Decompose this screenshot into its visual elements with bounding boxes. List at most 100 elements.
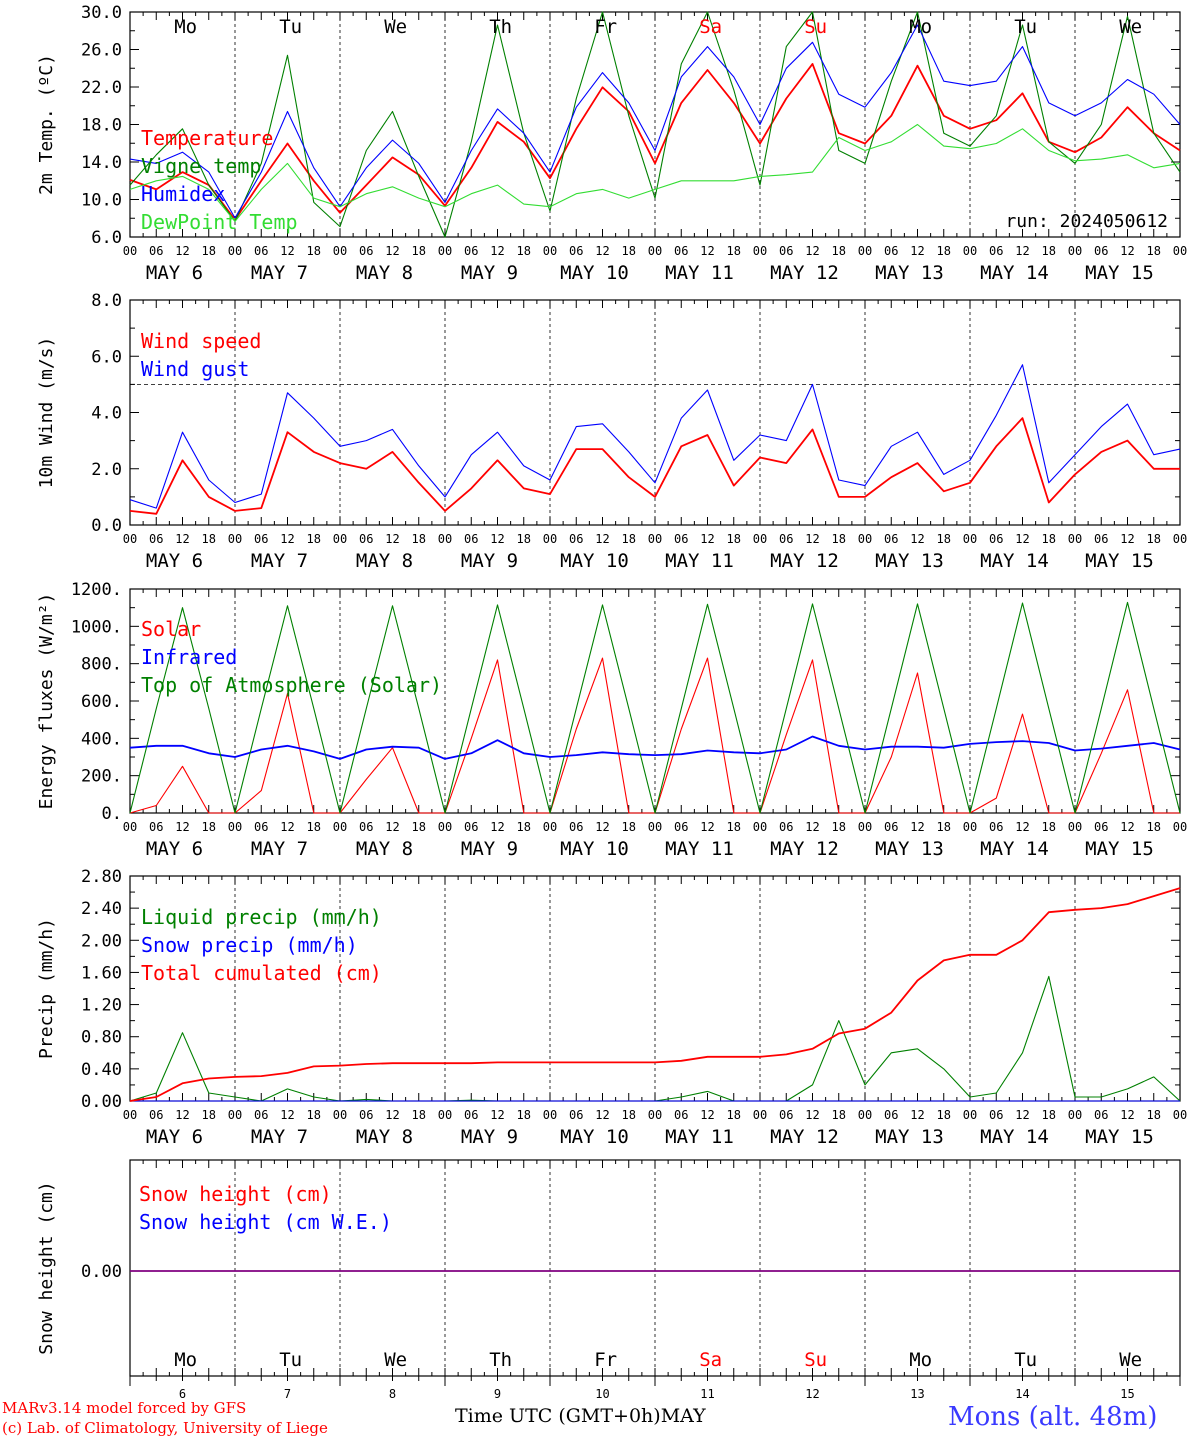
hour-tick-label: 06 <box>569 532 583 546</box>
hour-tick-label: 06 <box>149 244 163 258</box>
y-tick-label: 18.0 <box>81 116 122 136</box>
date-label: MAY 7 <box>251 262 308 284</box>
hour-tick-label: 12 <box>700 244 714 258</box>
hour-tick-label: 18 <box>412 1108 426 1122</box>
y-tick-label: 1000. <box>71 617 122 637</box>
date-label: MAY 7 <box>251 550 308 572</box>
hour-tick-label: 18 <box>1042 532 1056 546</box>
legend-entry: Temperature <box>141 126 273 150</box>
date-label: MAY 13 <box>875 262 944 284</box>
hour-tick-label: 18 <box>307 244 321 258</box>
hour-tick-label: 06 <box>359 532 373 546</box>
hour-tick-label: 12 <box>280 820 294 834</box>
hour-tick-label: 06 <box>674 1108 688 1122</box>
y-tick-label: 8.0 <box>91 291 122 311</box>
y-tick-label: 2.40 <box>81 899 122 919</box>
hour-tick-label: 00 <box>963 244 977 258</box>
hour-tick-label: 18 <box>202 820 216 834</box>
legend-entry: Top of Atmosphere (Solar) <box>141 673 442 697</box>
hour-tick-label: 18 <box>1147 1108 1161 1122</box>
x-axis-month: MAY <box>660 1405 706 1427</box>
hour-tick-label: 12 <box>385 1108 399 1122</box>
hour-tick-label: 12 <box>805 1108 819 1122</box>
weekday-label: Fr <box>594 1349 617 1371</box>
hour-tick-label: 06 <box>149 1108 163 1122</box>
y-tick-label: 2.0 <box>91 460 122 480</box>
y-tick-label: 22.0 <box>81 78 122 98</box>
hour-tick-label: 12 <box>1015 820 1029 834</box>
hour-tick-label: 12 <box>490 532 504 546</box>
model-credit-line2: (c) Lab. of Climatology, University of L… <box>2 1419 328 1437</box>
hour-tick-label: 00 <box>123 532 137 546</box>
date-label: MAY 12 <box>770 550 839 572</box>
y-tick-label: 30.0 <box>81 3 122 23</box>
hour-tick-label: 00 <box>753 244 767 258</box>
y-tick-label: 26.0 <box>81 41 122 61</box>
legend-entry: Snow height (cm) <box>139 1182 332 1206</box>
y-axis-label: 10m Wind (m/s) <box>36 337 57 489</box>
hour-tick-label: 18 <box>517 1108 531 1122</box>
y-axis-label: Precip (mm/h) <box>36 918 57 1059</box>
hour-tick-label: 06 <box>779 1108 793 1122</box>
date-label: MAY 11 <box>665 262 734 284</box>
day-number-label: 7 <box>284 1387 291 1401</box>
series-line-flux-1 <box>129 735 1181 760</box>
date-label: MAY 7 <box>251 1126 308 1148</box>
hour-tick-label: 06 <box>359 1108 373 1122</box>
hour-tick-label: 00 <box>963 820 977 834</box>
date-label: MAY 13 <box>875 838 944 860</box>
x-axis-title: Time UTC (GMT+0h)MAY <box>455 1405 706 1427</box>
hour-tick-label: 18 <box>727 532 741 546</box>
y-axis-label: 2m Temp. (ºC) <box>36 54 57 195</box>
date-label: MAY 15 <box>1085 838 1154 860</box>
hour-tick-label: 00 <box>333 820 347 834</box>
date-label: MAY 14 <box>980 1126 1049 1148</box>
hour-tick-label: 06 <box>569 820 583 834</box>
hour-tick-label: 06 <box>674 820 688 834</box>
date-label: MAY 6 <box>146 550 203 572</box>
hour-tick-label: 06 <box>359 820 373 834</box>
hour-tick-label: 06 <box>254 532 268 546</box>
y-tick-label: 2.80 <box>81 867 122 887</box>
hour-tick-label: 00 <box>1173 244 1187 258</box>
date-label: MAY 12 <box>770 262 839 284</box>
series-line-flux-2 <box>129 601 1181 814</box>
y-tick-label: 10.0 <box>81 191 122 211</box>
hour-tick-label: 18 <box>727 1108 741 1122</box>
series-line-temp-3 <box>129 123 1181 222</box>
station-name: Mons (alt. 48m) <box>948 1402 1158 1432</box>
legend-entry: Total cumulated (cm) <box>141 961 382 985</box>
hour-tick-label: 18 <box>937 1108 951 1122</box>
legend-entry: Infrared <box>141 645 237 669</box>
hour-tick-label: 18 <box>412 244 426 258</box>
hour-tick-label: 06 <box>149 820 163 834</box>
hour-tick-label: 12 <box>175 820 189 834</box>
date-label: MAY 10 <box>560 262 629 284</box>
y-tick-label: 0.00 <box>81 1262 122 1282</box>
date-label: MAY 15 <box>1085 262 1154 284</box>
hour-tick-label: 06 <box>989 820 1003 834</box>
date-label: MAY 14 <box>980 550 1049 572</box>
y-tick-label: 1.60 <box>81 963 122 983</box>
legend-entry: Solar <box>141 617 201 641</box>
y-tick-label: 200. <box>81 767 122 787</box>
hour-tick-label: 06 <box>779 532 793 546</box>
date-label: MAY 12 <box>770 1126 839 1148</box>
date-label: MAY 9 <box>461 838 518 860</box>
hour-tick-label: 12 <box>385 532 399 546</box>
model-credit-line1: MARv3.14 model forced by GFS <box>2 1399 247 1417</box>
weekday-label: Th <box>489 1349 512 1371</box>
hour-tick-label: 00 <box>228 1108 242 1122</box>
hour-tick-label: 12 <box>1120 1108 1134 1122</box>
hour-tick-label: 12 <box>700 532 714 546</box>
date-label: MAY 10 <box>560 838 629 860</box>
weekday-label: Su <box>804 16 827 38</box>
hour-tick-label: 18 <box>937 820 951 834</box>
legend-entry: Humidex <box>141 182 225 206</box>
hour-tick-label: 00 <box>543 820 557 834</box>
hour-tick-label: 06 <box>254 820 268 834</box>
weekday-label: Sa <box>699 1349 722 1371</box>
day-number-label: 12 <box>805 1387 819 1401</box>
date-label: MAY 10 <box>560 550 629 572</box>
hour-tick-label: 06 <box>989 1108 1003 1122</box>
